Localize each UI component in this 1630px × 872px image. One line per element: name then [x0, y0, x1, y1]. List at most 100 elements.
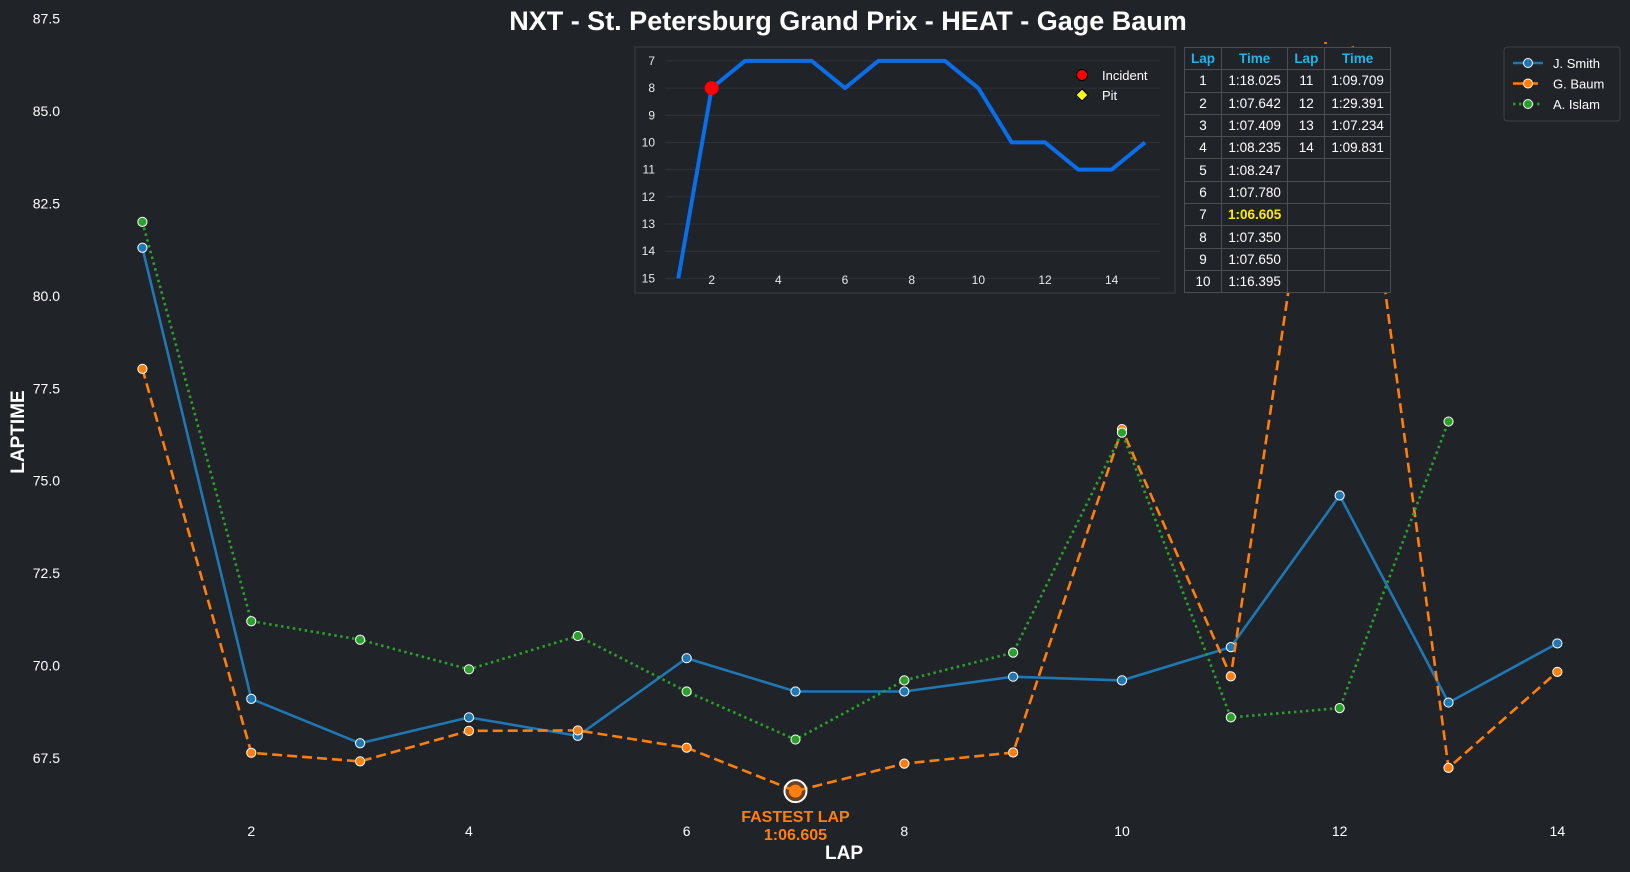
table-header-cell: Lap: [1183, 46, 1223, 71]
data-point: [1116, 675, 1128, 686]
fastest-lap-label: FASTEST LAP: [741, 809, 850, 826]
chart-title: NXT - St. Petersburg Grand Prix - HEAT -…: [509, 6, 1187, 36]
data-point: [1552, 666, 1563, 677]
inset-legend-label: Incident: [1102, 68, 1148, 83]
table-cell: 6: [1183, 180, 1223, 205]
data-point: [1116, 427, 1128, 438]
table-cell: [1287, 158, 1326, 182]
table-row: 8 1:07.350: [1183, 225, 1391, 249]
table-cell: 1:06.605: [1221, 203, 1289, 227]
table-cell: 1:09.831: [1324, 136, 1391, 160]
table-cell: 2: [1183, 91, 1223, 115]
data-point: [355, 634, 366, 645]
data-point: [355, 738, 366, 749]
x-tick-label: 12: [1332, 823, 1348, 839]
table-cell: [1324, 225, 1391, 249]
table-cell: 4: [1183, 136, 1223, 160]
data-point: [1443, 697, 1454, 708]
y-tick-label: 85.0: [33, 103, 60, 119]
table-cell: 1:29.391: [1324, 91, 1391, 115]
table-cell: [1287, 269, 1326, 294]
inset-x-tick-label: 4: [775, 273, 782, 287]
data-point: [1334, 490, 1345, 501]
table-row: 6 1:07.780: [1183, 180, 1391, 205]
table-cell: 1:08.235: [1221, 136, 1289, 160]
table-cell: [1287, 203, 1326, 227]
data-point: [572, 630, 583, 642]
legend-entry: J. Smith: [1553, 56, 1600, 71]
inset-legend-label: Pit: [1102, 88, 1118, 103]
table-cell: 1:18.025: [1221, 69, 1289, 93]
legend-entry: A. Islam: [1553, 97, 1600, 112]
data-point: [137, 363, 148, 374]
y-tick-label: 72.5: [33, 565, 60, 581]
table-cell: 13: [1287, 113, 1326, 138]
y-tick-label: 87.5: [33, 10, 60, 26]
data-point: [1008, 671, 1019, 682]
table-header-cell: Time: [1221, 46, 1289, 71]
table-cell: 1:07.642: [1221, 91, 1289, 115]
table-cell: [1287, 180, 1326, 205]
fastest-lap-marker: [788, 784, 802, 798]
data-point: [246, 747, 257, 758]
y-tick-label: 70.0: [33, 658, 60, 674]
table-cell: 1:07.409: [1221, 113, 1289, 138]
table-cell: 14: [1287, 136, 1326, 160]
inset-y-tick-label: 9: [648, 108, 655, 122]
table-cell: 1:07.650: [1221, 247, 1289, 271]
x-axis-label: LAP: [825, 843, 863, 864]
series-line-0: [141, 247, 1558, 745]
data-point: [463, 664, 475, 675]
y-tick-label: 77.5: [33, 380, 60, 396]
data-point: [1552, 638, 1563, 649]
table-cell: 5: [1183, 158, 1223, 182]
inset-x-tick-label: 12: [1038, 273, 1052, 287]
table-cell: 11: [1287, 69, 1326, 93]
fastest-lap-time: 1:06.605: [764, 827, 827, 844]
table-row: 2 1:07.642 12 1:29.391: [1183, 91, 1391, 115]
table-cell: [1324, 180, 1391, 205]
y-tick-label: 67.5: [33, 750, 60, 766]
data-point: [899, 686, 910, 697]
inset-x-tick-label: 10: [972, 273, 986, 287]
data-point: [572, 725, 583, 736]
data-point: [246, 616, 257, 627]
inset-y-tick-label: 10: [642, 135, 656, 149]
table-cell: 7: [1183, 203, 1223, 227]
table-row: 3 1:07.409 13 1:07.234: [1183, 113, 1391, 138]
table-row: 4 1:08.235 14 1:09.831: [1183, 136, 1391, 160]
table-cell: 8: [1183, 225, 1223, 249]
table-cell: 1:07.350: [1221, 225, 1289, 249]
x-tick-label: 2: [247, 823, 255, 839]
data-point: [1334, 703, 1345, 714]
incident-legend-icon: [1076, 69, 1088, 81]
data-point: [463, 712, 475, 723]
data-point: [137, 216, 148, 227]
y-tick-label: 80.0: [33, 288, 60, 304]
y-tick-label: 75.0: [33, 473, 60, 489]
inset-x-tick-label: 2: [708, 273, 715, 287]
table-cell: 1: [1183, 69, 1223, 93]
legend-entry: G. Baum: [1553, 77, 1604, 92]
legend: J. Smith G. Baum A. Islam: [1503, 46, 1621, 122]
table-row: 7 1:06.605: [1183, 203, 1391, 227]
data-point: [1008, 747, 1019, 758]
data-point: [790, 734, 801, 745]
data-point: [899, 675, 910, 686]
position-line: [676, 58, 1147, 279]
position-inset-chart: 7 8 9 10 11 12 13 14 15 2 4 6 8 10 12 14 Incident Pit: [634, 46, 1176, 294]
table-cell: [1324, 203, 1391, 227]
table-cell: 3: [1183, 113, 1223, 138]
data-point: [681, 686, 692, 697]
lap-times-table: Lap Time Lap Time 1 1:18.025 11 1:09.709 2 1:07.…: [1183, 46, 1391, 294]
data-point: [137, 242, 148, 253]
table-cell: 9: [1183, 247, 1223, 271]
table-cell: [1287, 225, 1326, 249]
x-tick-label: 14: [1550, 823, 1566, 839]
pit-legend-icon: [1075, 88, 1089, 102]
table-header-cell: Time: [1324, 46, 1391, 71]
data-point: [1225, 671, 1236, 682]
data-point: [899, 758, 910, 769]
